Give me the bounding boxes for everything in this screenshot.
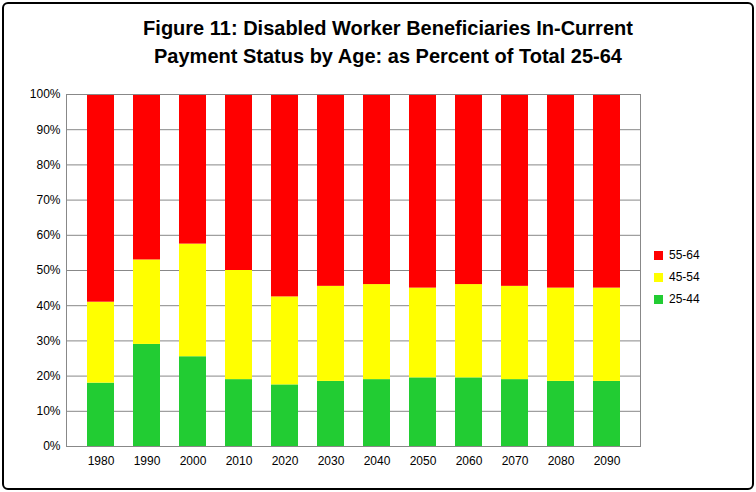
svg-text:2080: 2080 — [548, 454, 575, 468]
html-text:25-44: 25-44 — [669, 292, 700, 306]
svg-text:2060: 2060 — [456, 454, 483, 468]
svg-text:90%: 90% — [36, 123, 60, 137]
svg-text:100%: 100% — [30, 87, 61, 101]
svg-text:80%: 80% — [36, 158, 60, 172]
svg-text:2090: 2090 — [594, 454, 621, 468]
svg-text:70%: 70% — [36, 193, 60, 207]
svg-text:0%: 0% — [43, 439, 61, 453]
svg-text:30%: 30% — [36, 334, 60, 348]
svg-text:1980: 1980 — [88, 454, 115, 468]
svg-text:2040: 2040 — [364, 454, 391, 468]
svg-text:10%: 10% — [36, 404, 60, 418]
html-text:55-64: 55-64 — [669, 248, 700, 262]
svg-text:50%: 50% — [36, 263, 60, 277]
svg-text:2030: 2030 — [318, 454, 345, 468]
html-text:Figure 11: Disabled Worker Ben: Figure 11: Disabled Worker Beneficiaries… — [143, 17, 633, 67]
html-text:45-54: 45-54 — [669, 270, 700, 284]
svg-text:20%: 20% — [36, 369, 60, 383]
svg-text:40%: 40% — [36, 299, 60, 313]
svg-text:2070: 2070 — [502, 454, 529, 468]
svg-text:1990: 1990 — [134, 454, 161, 468]
svg-text:2050: 2050 — [410, 454, 437, 468]
svg-text:2020: 2020 — [272, 454, 299, 468]
svg-text:2000: 2000 — [180, 454, 207, 468]
svg-text:60%: 60% — [36, 228, 60, 242]
svg-text:2010: 2010 — [226, 454, 253, 468]
